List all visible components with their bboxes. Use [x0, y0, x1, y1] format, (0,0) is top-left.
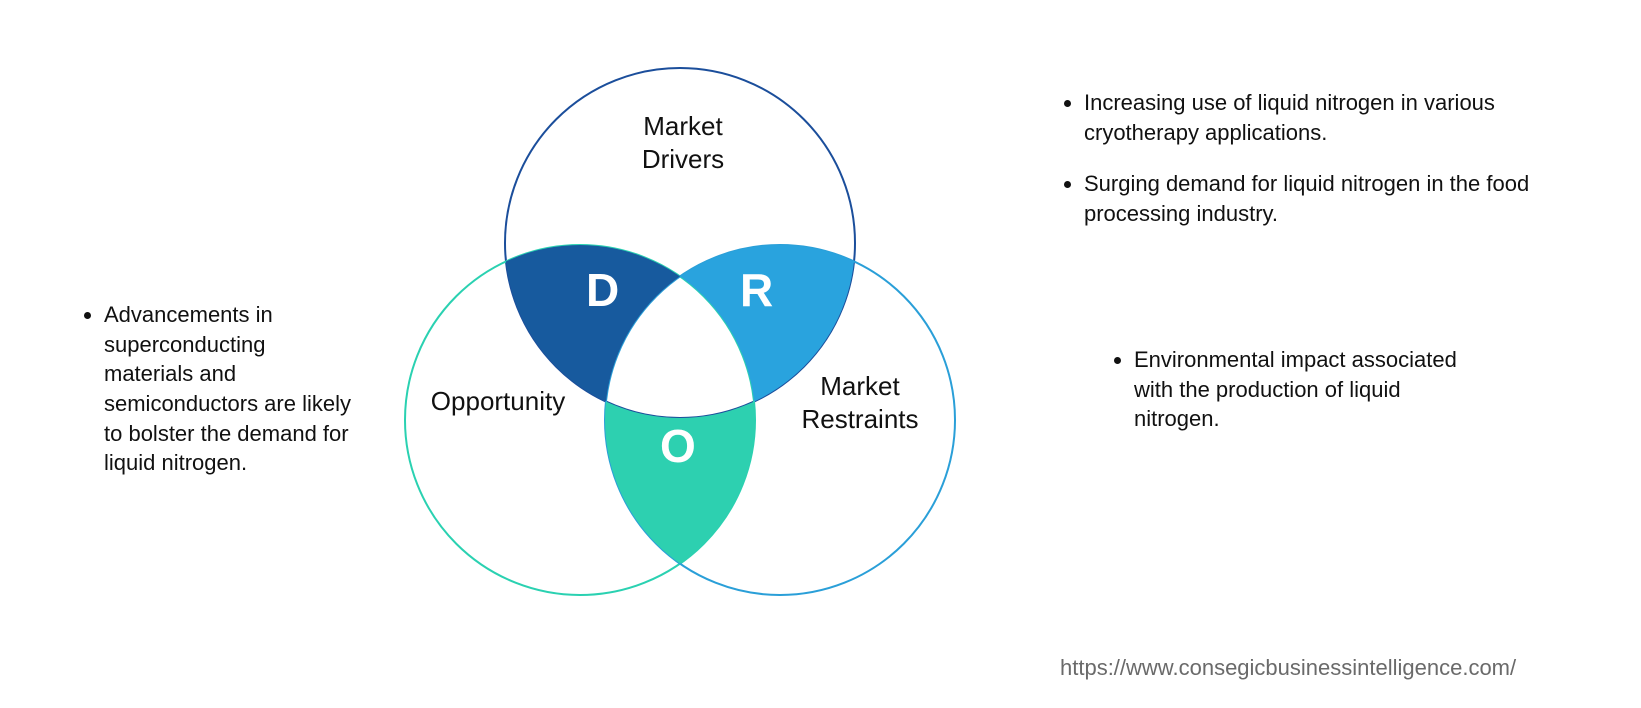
- venn-label-restraints: Market Restraints: [760, 370, 960, 435]
- venn-letter-o: O: [660, 418, 696, 476]
- venn-label-restraints-l2: Restraints: [801, 404, 918, 434]
- venn-label-drivers-l2: Drivers: [642, 144, 724, 174]
- bullet-drivers-item: Surging demand for liquid nitrogen in th…: [1084, 169, 1560, 228]
- venn-label-drivers: Market Drivers: [598, 110, 768, 175]
- bullets-opportunity: Advancements in superconducting material…: [80, 300, 360, 500]
- diagram-canvas: Market Drivers Opportunity Market Restra…: [0, 0, 1641, 708]
- venn-letter-d: D: [586, 262, 619, 320]
- venn-label-restraints-l1: Market: [820, 371, 899, 401]
- bullet-opportunity-item: Advancements in superconducting material…: [104, 300, 360, 478]
- bullet-drivers-item: Increasing use of liquid nitrogen in var…: [1084, 88, 1560, 147]
- bullets-drivers: Increasing use of liquid nitrogen in var…: [1060, 88, 1560, 251]
- venn-label-drivers-l1: Market: [643, 111, 722, 141]
- bullets-restraints: Environmental impact associated with the…: [1110, 345, 1460, 456]
- venn-letter-r: R: [740, 262, 773, 320]
- venn-label-opportunity-l1: Opportunity: [431, 386, 565, 416]
- bullet-restraints-item: Environmental impact associated with the…: [1134, 345, 1460, 434]
- source-url: https://www.consegicbusinessintelligence…: [1060, 655, 1516, 681]
- venn-label-opportunity: Opportunity: [398, 385, 598, 418]
